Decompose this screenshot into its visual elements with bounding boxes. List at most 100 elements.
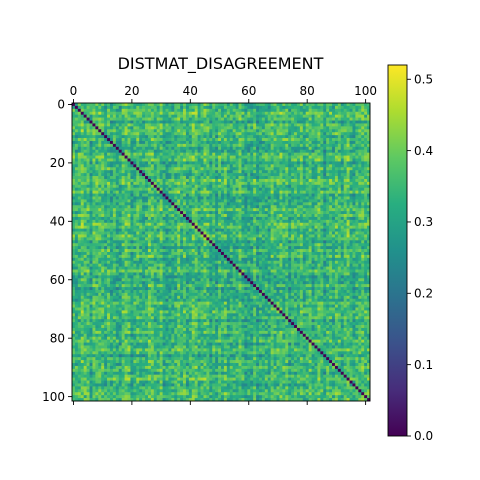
heatmap-cell [133,237,137,241]
heatmap-cell [256,129,260,133]
heatmap-cell [264,120,269,124]
heatmap-cell [235,146,239,151]
heatmap-cell [142,237,146,241]
heatmap-cell [302,108,307,113]
heatmap-cell [72,208,76,212]
heatmap-cell [209,117,213,121]
heatmap-cell [86,178,90,183]
heatmap-cell [241,187,245,191]
heatmap-cell [355,143,359,148]
heatmap-cell [147,120,152,124]
heatmap-cell [74,234,79,238]
heatmap-cell [320,170,324,174]
heatmap-cell [203,211,207,215]
heatmap-cell [77,173,82,177]
heatmap-cell [358,199,362,203]
heatmap-cell [311,237,315,241]
heatmap-cell [86,187,90,191]
heatmap-cell [203,190,207,194]
heatmap-cell [203,114,207,118]
heatmap-cell [329,173,333,177]
heatmap-cell [250,129,254,133]
heatmap-cell [320,111,324,116]
heatmap-cell [72,143,76,148]
heatmap-cell [95,108,99,113]
heatmap-cell [156,120,160,124]
heatmap-cell [291,173,295,177]
heatmap-cell [296,135,301,139]
heatmap-cell [267,184,272,189]
heatmap-cell [136,199,140,203]
heatmap-cell [127,228,131,232]
heatmap-cell [101,146,105,151]
heatmap-cell [86,240,90,244]
heatmap-cell [247,211,251,215]
heatmap-cell [183,243,187,247]
heatmap-cell [334,132,339,136]
heatmap-cell [267,114,272,118]
heatmap-cell [367,205,371,209]
heatmap-cell [153,132,158,136]
heatmap-cell [349,211,353,215]
heatmap-cell [183,173,187,177]
heatmap-cell [264,103,269,107]
heatmap-cell [261,178,266,183]
heatmap-cell [98,140,102,145]
heatmap-cell [89,149,93,154]
heatmap-cell [212,211,216,215]
heatmap-cell [264,205,269,209]
heatmap-cell [282,181,286,186]
heatmap-cell [215,114,219,118]
heatmap-cell [147,149,152,154]
heatmap-cell [218,205,222,209]
heatmap-cell [337,208,342,212]
heatmap-cell [276,140,280,145]
heatmap-cell [221,187,225,191]
heatmap-cell [367,240,371,244]
heatmap-cell [349,123,353,127]
heatmap-cell [185,155,190,159]
heatmap-cell [241,123,245,127]
heatmap-cell [153,202,158,206]
heatmap-cell [92,123,96,127]
heatmap-cell [109,111,114,116]
heatmap-cell [183,222,187,227]
heatmap-cell [139,173,143,177]
heatmap-cell [232,231,236,235]
heatmap-cell [261,234,266,238]
heatmap-cell [188,149,193,154]
heatmap-cell [145,240,149,244]
heatmap-cell [215,138,219,142]
heatmap-cell [150,243,155,247]
heatmap-cell [267,243,272,247]
heatmap-cell [206,234,210,238]
heatmap-cell [104,105,108,110]
heatmap-cell [80,211,85,215]
heatmap-cell [276,155,280,159]
heatmap-cell [334,225,339,229]
heatmap-cell [299,231,304,235]
heatmap-cell [226,120,231,124]
heatmap-cell [223,205,228,209]
heatmap-cell [329,205,333,209]
heatmap-cell [302,129,307,133]
heatmap-cell [194,103,198,107]
heatmap-cell [95,219,99,224]
heatmap-cell [72,216,76,221]
heatmap-cell [361,105,365,110]
heatmap-cell [109,170,114,174]
heatmap-cell [136,158,140,162]
heatmap-cell [74,155,79,159]
heatmap-cell [180,214,184,218]
heatmap-cell [343,214,347,218]
heatmap-cell [133,152,137,156]
heatmap-cell [209,193,213,197]
heatmap-cell [136,161,140,165]
heatmap-cell [314,158,318,162]
heatmap-cell [361,184,365,189]
heatmap-cell [276,211,280,215]
heatmap-cell [165,228,169,232]
heatmap-cell [276,214,280,218]
heatmap-cell [77,146,82,151]
heatmap-cell [299,176,304,180]
